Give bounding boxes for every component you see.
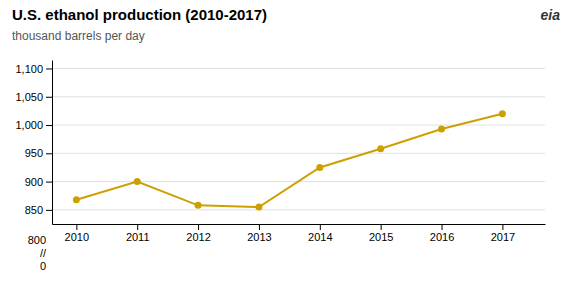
y-tick-label: 1,000 [15,119,43,131]
x-axis-line [53,224,546,225]
y-tick-label: 950 [25,147,43,159]
point [438,125,445,132]
y-tick: 1,000 [15,119,52,131]
x-tick: 2010 [65,224,89,243]
grid-line [52,153,545,154]
y-tick: 1,050 [15,91,52,103]
grid-line [52,68,545,69]
line [76,114,502,207]
x-tick: 2013 [247,224,271,243]
point [499,110,506,117]
y-tick-mark [46,68,52,69]
x-tick-label: 2015 [369,231,393,243]
x-tick: 2012 [186,224,210,243]
title: U.S. ethanol production (2010-2017) [12,6,267,23]
x-tick-label: 2010 [65,231,89,243]
y-axis: 850 900 950 1,000 1,050 1,100 [15,61,52,225]
x-tick: 2017 [491,224,515,243]
y-tick-mark [46,153,52,154]
x-tick: 2011 [126,224,150,243]
y-tick: 1,100 [15,63,52,75]
x-tick-mark [442,224,443,230]
y-tick-mark [46,97,52,98]
chart-svg: 2010 2011 2012 2013 2014 2015 2016 2017 850 900 95… [0,0,575,282]
x-tick-label: 2011 [126,231,150,243]
y-tick-label: 1,050 [15,91,43,103]
x-tick-label: 2016 [430,231,454,243]
grid-line [52,209,545,210]
y-tick: 950 [25,147,52,159]
y-tick-mark [46,125,52,126]
y-tick-label: 900 [25,176,43,188]
x-tick-label: 2014 [308,231,332,243]
logo: eia [541,7,561,23]
x-tick: 2016 [430,224,454,243]
x-tick-label: 2017 [491,231,515,243]
point [255,204,262,211]
subtitle: thousand barrels per day [12,29,145,43]
axis-break-label: // [40,247,47,259]
x-tick-mark [137,224,138,230]
x-axis: 2010 2011 2012 2013 2014 2015 2016 2017 [53,224,546,243]
point [316,164,323,171]
x-tick: 2014 [308,224,332,243]
x-tick-mark [76,224,77,230]
x-tick-mark [320,224,321,230]
point [134,178,141,185]
axis-break-label: 800 [28,234,46,246]
y-tick-label: 850 [25,204,43,216]
y-tick-mark [46,210,52,211]
plot-area [73,110,506,210]
point [195,202,202,209]
y-tick: 900 [25,176,52,188]
y-axis-line [52,61,53,225]
grid-line [52,125,545,126]
y-tick: 850 [25,204,52,216]
x-tick-mark [259,224,260,230]
x-tick-mark [381,224,382,230]
point [377,145,384,152]
x-tick-mark [502,224,503,230]
axis-break-label: 0 [40,260,46,272]
x-tick-label: 2013 [247,231,271,243]
y-tick-mark [46,182,52,183]
x-tick: 2015 [369,224,393,243]
x-tick-label: 2012 [186,231,210,243]
y-tick-label: 1,100 [15,63,43,75]
grid [52,68,545,209]
grid-line [52,96,545,97]
chart-container: 2010 2011 2012 2013 2014 2015 2016 2017 850 900 95… [0,0,575,282]
x-tick-mark [198,224,199,230]
point [73,196,80,203]
